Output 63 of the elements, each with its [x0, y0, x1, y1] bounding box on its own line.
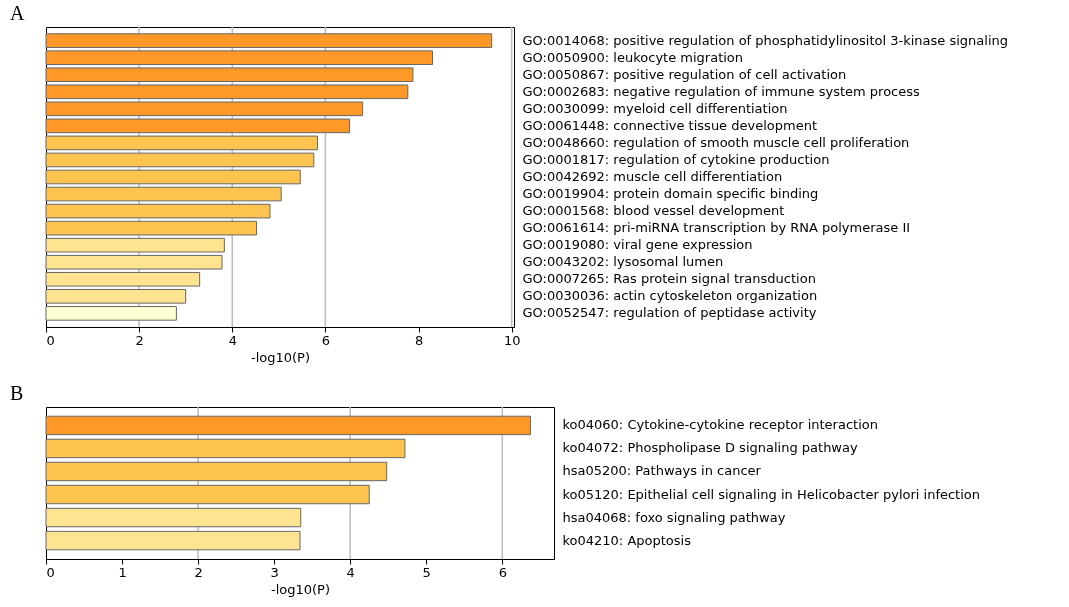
- bar: [45, 237, 225, 253]
- bar: [45, 484, 370, 505]
- bar: [45, 101, 364, 117]
- bar: [45, 84, 409, 100]
- x-tick-label: 4: [346, 564, 355, 580]
- chart-title: B: [10, 382, 24, 405]
- bar: [45, 507, 302, 528]
- y-tick-label: GO:0043202: lysosomal lumen: [522, 254, 724, 270]
- y-tick-label: GO:0048660: regulation of smooth muscle cell proliferation: [522, 134, 910, 150]
- bar: [45, 186, 282, 202]
- y-tick-label: GO:0052547: regulation of peptidase activity: [522, 305, 817, 321]
- bar: [45, 271, 201, 287]
- x-tick-label: 0: [46, 564, 55, 580]
- bar: [45, 135, 318, 151]
- y-tick-label: ko05120: Epithelial cell signaling in Helicobacter pylori infection: [562, 486, 981, 502]
- x-tick-label: 3: [270, 564, 279, 580]
- y-tick-label: GO:0030036: actin cytoskeleton organization: [522, 288, 818, 304]
- y-tick-label: GO:0001817: regulation of cytokine production: [522, 151, 830, 167]
- y-tick-label: GO:0030099: myeloid cell differentiation: [522, 100, 788, 116]
- x-tick-label: 1: [118, 564, 127, 580]
- bar: [45, 306, 177, 321]
- y-tick-label: hsa04068: foxo signaling pathway: [562, 509, 786, 525]
- x-tick-label: 5: [422, 564, 431, 580]
- bar: [45, 461, 388, 482]
- x-tick-label: 6: [321, 332, 331, 348]
- bar: [45, 254, 223, 270]
- y-tick-label: GO:0001568: blood vessel development: [522, 203, 785, 219]
- bar: [45, 152, 315, 168]
- x-tick-label: 6: [498, 564, 507, 580]
- y-tick-label: GO:0042692: muscle cell differentiation: [522, 169, 783, 184]
- y-tick-label: hsa05200: Pathways in cancer: [562, 463, 762, 479]
- y-tick-label: ko04210: Apoptosis: [562, 532, 692, 548]
- x-tick-label: 10: [503, 332, 521, 348]
- bar: [45, 118, 351, 134]
- y-tick-label: GO:0050867: positive regulation of cell activation: [522, 66, 847, 82]
- bar: [45, 33, 493, 48]
- x-tick-label: 8: [414, 332, 424, 348]
- y-tick-label: GO:0019904: protein domain specific binding: [522, 186, 819, 202]
- bar: [45, 438, 406, 459]
- bar: [45, 530, 301, 551]
- x-axis-title: -log10(P): [250, 349, 311, 365]
- y-tick-label: ko04072: Phospholipase D signaling pathway: [562, 440, 858, 456]
- y-tick-label: GO:0061614: pri-miRNA transcription by RNA polymerase II: [522, 220, 911, 236]
- chart-title: A: [10, 2, 25, 25]
- x-tick-label: 2: [135, 332, 144, 348]
- y-tick-label: GO:0002683: negative regulation of immune system process: [522, 83, 921, 99]
- y-tick-label: GO:0007265: Ras protein signal transduction: [522, 271, 816, 287]
- bar: [45, 67, 414, 83]
- bar: [45, 203, 271, 219]
- x-tick-label: 0: [46, 332, 55, 348]
- y-tick-label: GO:0019080: viral gene expression: [522, 237, 753, 253]
- x-axis-title: -log10(P): [270, 581, 331, 597]
- bar: [45, 289, 187, 304]
- x-tick-label: 4: [228, 332, 237, 348]
- y-tick-label: GO:0061448: connective tissue development: [522, 117, 818, 133]
- y-tick-label: GO:0014068: positive regulation of phosphatidylinositol 3-kinase signaling: [522, 32, 1009, 48]
- bar: [45, 169, 301, 185]
- bar: [45, 220, 257, 236]
- bar: [45, 415, 531, 436]
- x-tick-label: 2: [194, 564, 203, 580]
- y-tick-label: GO:0050900: leukocyte migration: [522, 49, 744, 65]
- bar: [45, 50, 434, 65]
- y-tick-label: ko04060: Cytokine-cytokine receptor interaction: [562, 417, 878, 433]
